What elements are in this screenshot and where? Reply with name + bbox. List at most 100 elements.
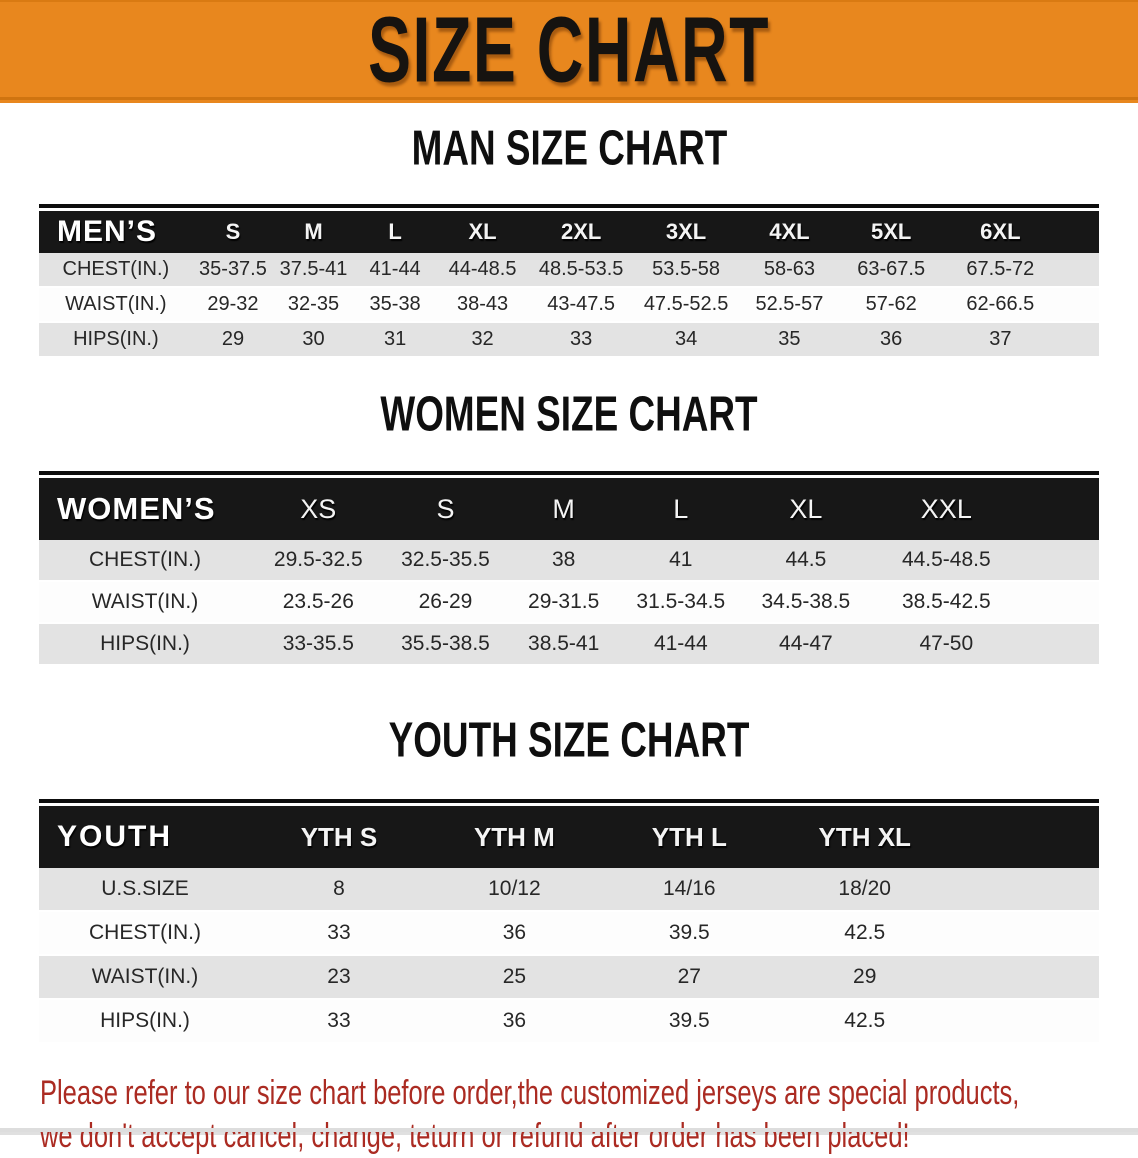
size-value-cell: 38 [505, 540, 622, 582]
size-value-cell: 29.5-32.5 [251, 540, 386, 582]
size-value-cell: 39.5 [601, 1000, 777, 1044]
women-header-label: WOMEN’S [39, 478, 251, 540]
size-value-cell: 35-38 [353, 288, 437, 323]
bottom-edge [0, 1128, 1138, 1132]
size-chart-banner: SIZE CHART [0, 0, 1138, 103]
size-column-header: 2XL [528, 211, 634, 253]
size-value-cell: 36 [426, 912, 602, 956]
size-column-header: 6XL [942, 211, 1059, 253]
size-value-cell: 31.5-34.5 [621, 582, 740, 624]
man-size-table: MEN’S S M L XL 2XL 3XL 4XL 5XL 6XL CHEST… [39, 204, 1099, 358]
size-value-cell: 23.5-26 [251, 582, 386, 624]
size-value-cell: 39.5 [601, 912, 777, 956]
size-value-cell: 52.5-57 [738, 288, 841, 323]
banner-title: SIZE CHART [368, 0, 770, 102]
size-column-header: S [192, 211, 274, 253]
row-label: HIPS(IN.) [39, 1000, 251, 1044]
size-value-cell: 58-63 [738, 253, 841, 288]
size-value-cell: 29 [776, 956, 953, 1000]
size-value-cell: 57-62 [840, 288, 943, 323]
spacer-cell [952, 806, 1099, 868]
size-value-cell: 35 [738, 323, 841, 358]
women-size-table: WOMEN’S XS S M L XL XXL CHEST(IN.) 29.5-… [39, 471, 1099, 666]
size-value-cell: 62-66.5 [942, 288, 1059, 323]
size-value-cell: 35-37.5 [192, 253, 274, 288]
spacer-cell [952, 1000, 1099, 1044]
size-value-cell: 14/16 [601, 868, 777, 912]
size-value-cell: 43-47.5 [528, 288, 634, 323]
youth-chart-heading-text: YOUTH SIZE CHART [388, 711, 750, 768]
size-value-cell: 29-32 [192, 288, 274, 323]
size-column-header: YTH XL [776, 806, 953, 868]
youth-header-row: YOUTH YTH S YTH M YTH L YTH XL [39, 806, 1099, 868]
size-value-cell: 47.5-52.5 [633, 288, 739, 323]
size-value-cell: 33 [528, 323, 634, 358]
youth-hips-row: HIPS(IN.) 33 36 39.5 42.5 [39, 1000, 1099, 1044]
size-value-cell: 32-35 [273, 288, 354, 323]
size-value-cell: 8 [251, 868, 427, 912]
size-value-cell: 63-67.5 [840, 253, 943, 288]
men-hips-row: HIPS(IN.) 29 30 31 32 33 34 35 36 37 [39, 323, 1099, 358]
size-column-header: M [273, 211, 354, 253]
spacer-cell [1058, 288, 1099, 323]
size-value-cell: 38.5-41 [505, 624, 622, 666]
size-value-cell: 10/12 [426, 868, 602, 912]
row-label: HIPS(IN.) [39, 323, 193, 358]
size-column-header: XL [436, 211, 529, 253]
size-column-header: YTH L [601, 806, 777, 868]
size-value-cell: 29 [192, 323, 274, 358]
row-label: CHEST(IN.) [39, 912, 251, 956]
man-chart-heading: MAN SIZE CHART [0, 121, 1138, 183]
size-column-header: YTH M [426, 806, 602, 868]
size-value-cell: 36 [840, 323, 943, 358]
footer-note-line-1: Please refer to our size chart before or… [40, 1074, 1020, 1112]
size-value-cell: 38-43 [436, 288, 529, 323]
size-value-cell: 33 [251, 1000, 427, 1044]
size-value-cell: 34.5-38.5 [739, 582, 873, 624]
size-value-cell: 53.5-58 [633, 253, 739, 288]
size-column-header: 4XL [738, 211, 841, 253]
size-column-header: XS [251, 478, 386, 540]
youth-size-table: YOUTH YTH S YTH M YTH L YTH XL U.S.SIZE … [39, 799, 1099, 1044]
youth-header-label: YOUTH [39, 806, 251, 868]
size-column-header: XXL [872, 478, 1021, 540]
youth-chest-row: CHEST(IN.) 33 36 39.5 42.5 [39, 912, 1099, 956]
size-value-cell: 36 [426, 1000, 602, 1044]
size-column-header: 5XL [840, 211, 943, 253]
table-top-rule [39, 799, 1099, 803]
men-waist-row: WAIST(IN.) 29-32 32-35 35-38 38-43 43-47… [39, 288, 1099, 323]
size-value-cell: 37.5-41 [273, 253, 354, 288]
youth-waist-row: WAIST(IN.) 23 25 27 29 [39, 956, 1099, 1000]
size-value-cell: 41-44 [621, 624, 740, 666]
size-value-cell: 47-50 [872, 624, 1021, 666]
size-value-cell: 33 [251, 912, 427, 956]
row-label: WAIST(IN.) [39, 288, 193, 323]
size-value-cell: 18/20 [776, 868, 953, 912]
women-chart-heading-text: WOMEN SIZE CHART [380, 385, 758, 442]
women-hips-row: HIPS(IN.) 33-35.5 35.5-38.5 38.5-41 41-4… [39, 624, 1099, 666]
size-value-cell: 27 [601, 956, 777, 1000]
spacer-cell [1058, 211, 1099, 253]
spacer-cell [1020, 540, 1099, 582]
footer-note: Please refer to our size chart before or… [40, 1072, 1138, 1158]
women-waist-row: WAIST(IN.) 23.5-26 26-29 29-31.5 31.5-34… [39, 582, 1099, 624]
row-label: U.S.SIZE [39, 868, 251, 912]
size-value-cell: 29-31.5 [505, 582, 622, 624]
women-chart-heading: WOMEN SIZE CHART [0, 385, 1138, 449]
size-column-header: S [385, 478, 506, 540]
size-value-cell: 30 [273, 323, 354, 358]
spacer-cell [952, 956, 1099, 1000]
size-column-header: 3XL [633, 211, 739, 253]
size-value-cell: 25 [426, 956, 602, 1000]
size-value-cell: 38.5-42.5 [872, 582, 1021, 624]
men-header-row: MEN’S S M L XL 2XL 3XL 4XL 5XL 6XL [39, 211, 1099, 253]
size-value-cell: 42.5 [776, 1000, 953, 1044]
youth-ussize-row: U.S.SIZE 8 10/12 14/16 18/20 [39, 868, 1099, 912]
size-value-cell: 32.5-35.5 [385, 540, 506, 582]
row-label: WAIST(IN.) [39, 956, 251, 1000]
size-value-cell: 37 [942, 323, 1059, 358]
youth-chart-heading: YOUTH SIZE CHART [0, 711, 1138, 775]
size-column-header: YTH S [251, 806, 427, 868]
spacer-cell [1058, 323, 1099, 358]
size-value-cell: 42.5 [776, 912, 953, 956]
